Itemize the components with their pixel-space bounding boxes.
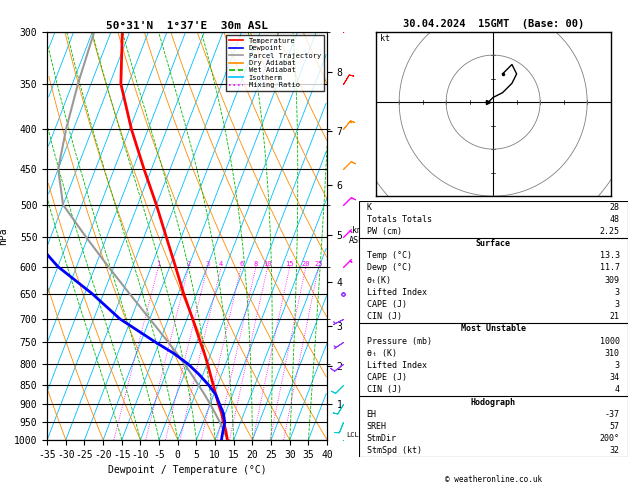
Text: Dewp (°C): Dewp (°C) xyxy=(367,263,411,273)
Text: 3: 3 xyxy=(615,300,620,309)
Text: kt: kt xyxy=(381,34,391,43)
Text: Surface: Surface xyxy=(476,239,511,248)
Text: EH: EH xyxy=(367,410,377,419)
Text: Pressure (mb): Pressure (mb) xyxy=(367,337,431,346)
Text: 1: 1 xyxy=(157,260,160,267)
Text: PW (cm): PW (cm) xyxy=(367,227,401,236)
Y-axis label: km
ASL: km ASL xyxy=(349,226,364,245)
Text: 11.7: 11.7 xyxy=(599,263,620,273)
Text: LCL: LCL xyxy=(347,433,359,438)
Text: CAPE (J): CAPE (J) xyxy=(367,373,406,382)
Text: 20: 20 xyxy=(302,260,310,267)
Text: 28: 28 xyxy=(610,203,620,211)
Text: 2.25: 2.25 xyxy=(599,227,620,236)
Text: StmDir: StmDir xyxy=(367,434,397,443)
Text: Temp (°C): Temp (°C) xyxy=(367,251,411,260)
Text: 32: 32 xyxy=(610,446,620,455)
Text: 6: 6 xyxy=(239,260,243,267)
Legend: Temperature, Dewpoint, Parcel Trajectory, Dry Adiabat, Wet Adiabat, Isotherm, Mi: Temperature, Dewpoint, Parcel Trajectory… xyxy=(226,35,323,91)
Text: Most Unstable: Most Unstable xyxy=(460,325,526,333)
Text: 2: 2 xyxy=(187,260,191,267)
Text: StmSpd (kt): StmSpd (kt) xyxy=(367,446,421,455)
Text: CAPE (J): CAPE (J) xyxy=(367,300,406,309)
Text: SREH: SREH xyxy=(367,422,387,431)
Text: 15: 15 xyxy=(286,260,294,267)
Text: 4: 4 xyxy=(219,260,223,267)
Text: 3: 3 xyxy=(615,361,620,370)
Text: 48: 48 xyxy=(610,215,620,224)
Text: 34: 34 xyxy=(610,373,620,382)
Text: 309: 309 xyxy=(604,276,620,285)
Text: 8: 8 xyxy=(254,260,258,267)
Text: 1000: 1000 xyxy=(599,337,620,346)
Text: θₜ(K): θₜ(K) xyxy=(367,276,392,285)
Text: Lifted Index: Lifted Index xyxy=(367,361,426,370)
Text: 30.04.2024  15GMT  (Base: 00): 30.04.2024 15GMT (Base: 00) xyxy=(403,19,584,29)
Text: 3: 3 xyxy=(615,288,620,297)
Text: 4: 4 xyxy=(615,385,620,394)
Text: θₜ (K): θₜ (K) xyxy=(367,349,397,358)
Text: 200°: 200° xyxy=(599,434,620,443)
Text: -37: -37 xyxy=(604,410,620,419)
Text: 25: 25 xyxy=(314,260,323,267)
Text: © weatheronline.co.uk: © weatheronline.co.uk xyxy=(445,474,542,484)
Text: Hodograph: Hodograph xyxy=(470,398,516,406)
Text: Lifted Index: Lifted Index xyxy=(367,288,426,297)
Text: 310: 310 xyxy=(604,349,620,358)
Text: 13.3: 13.3 xyxy=(599,251,620,260)
Text: 10: 10 xyxy=(264,260,272,267)
Text: 21: 21 xyxy=(610,312,620,321)
Text: Totals Totals: Totals Totals xyxy=(367,215,431,224)
Text: CIN (J): CIN (J) xyxy=(367,312,401,321)
Text: K: K xyxy=(367,203,372,211)
X-axis label: Dewpoint / Temperature (°C): Dewpoint / Temperature (°C) xyxy=(108,465,267,475)
Text: CIN (J): CIN (J) xyxy=(367,385,401,394)
Y-axis label: hPa: hPa xyxy=(0,227,8,244)
Text: 57: 57 xyxy=(610,422,620,431)
Title: 50°31'N  1°37'E  30m ASL: 50°31'N 1°37'E 30m ASL xyxy=(106,21,268,31)
Text: 3: 3 xyxy=(205,260,209,267)
